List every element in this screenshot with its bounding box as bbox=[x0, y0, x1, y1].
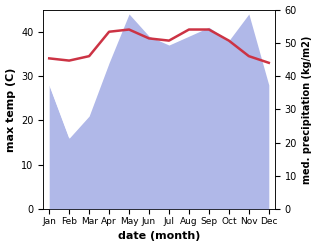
X-axis label: date (month): date (month) bbox=[118, 231, 200, 242]
Y-axis label: max temp (C): max temp (C) bbox=[5, 67, 16, 152]
Y-axis label: med. precipitation (kg/m2): med. precipitation (kg/m2) bbox=[302, 35, 313, 184]
